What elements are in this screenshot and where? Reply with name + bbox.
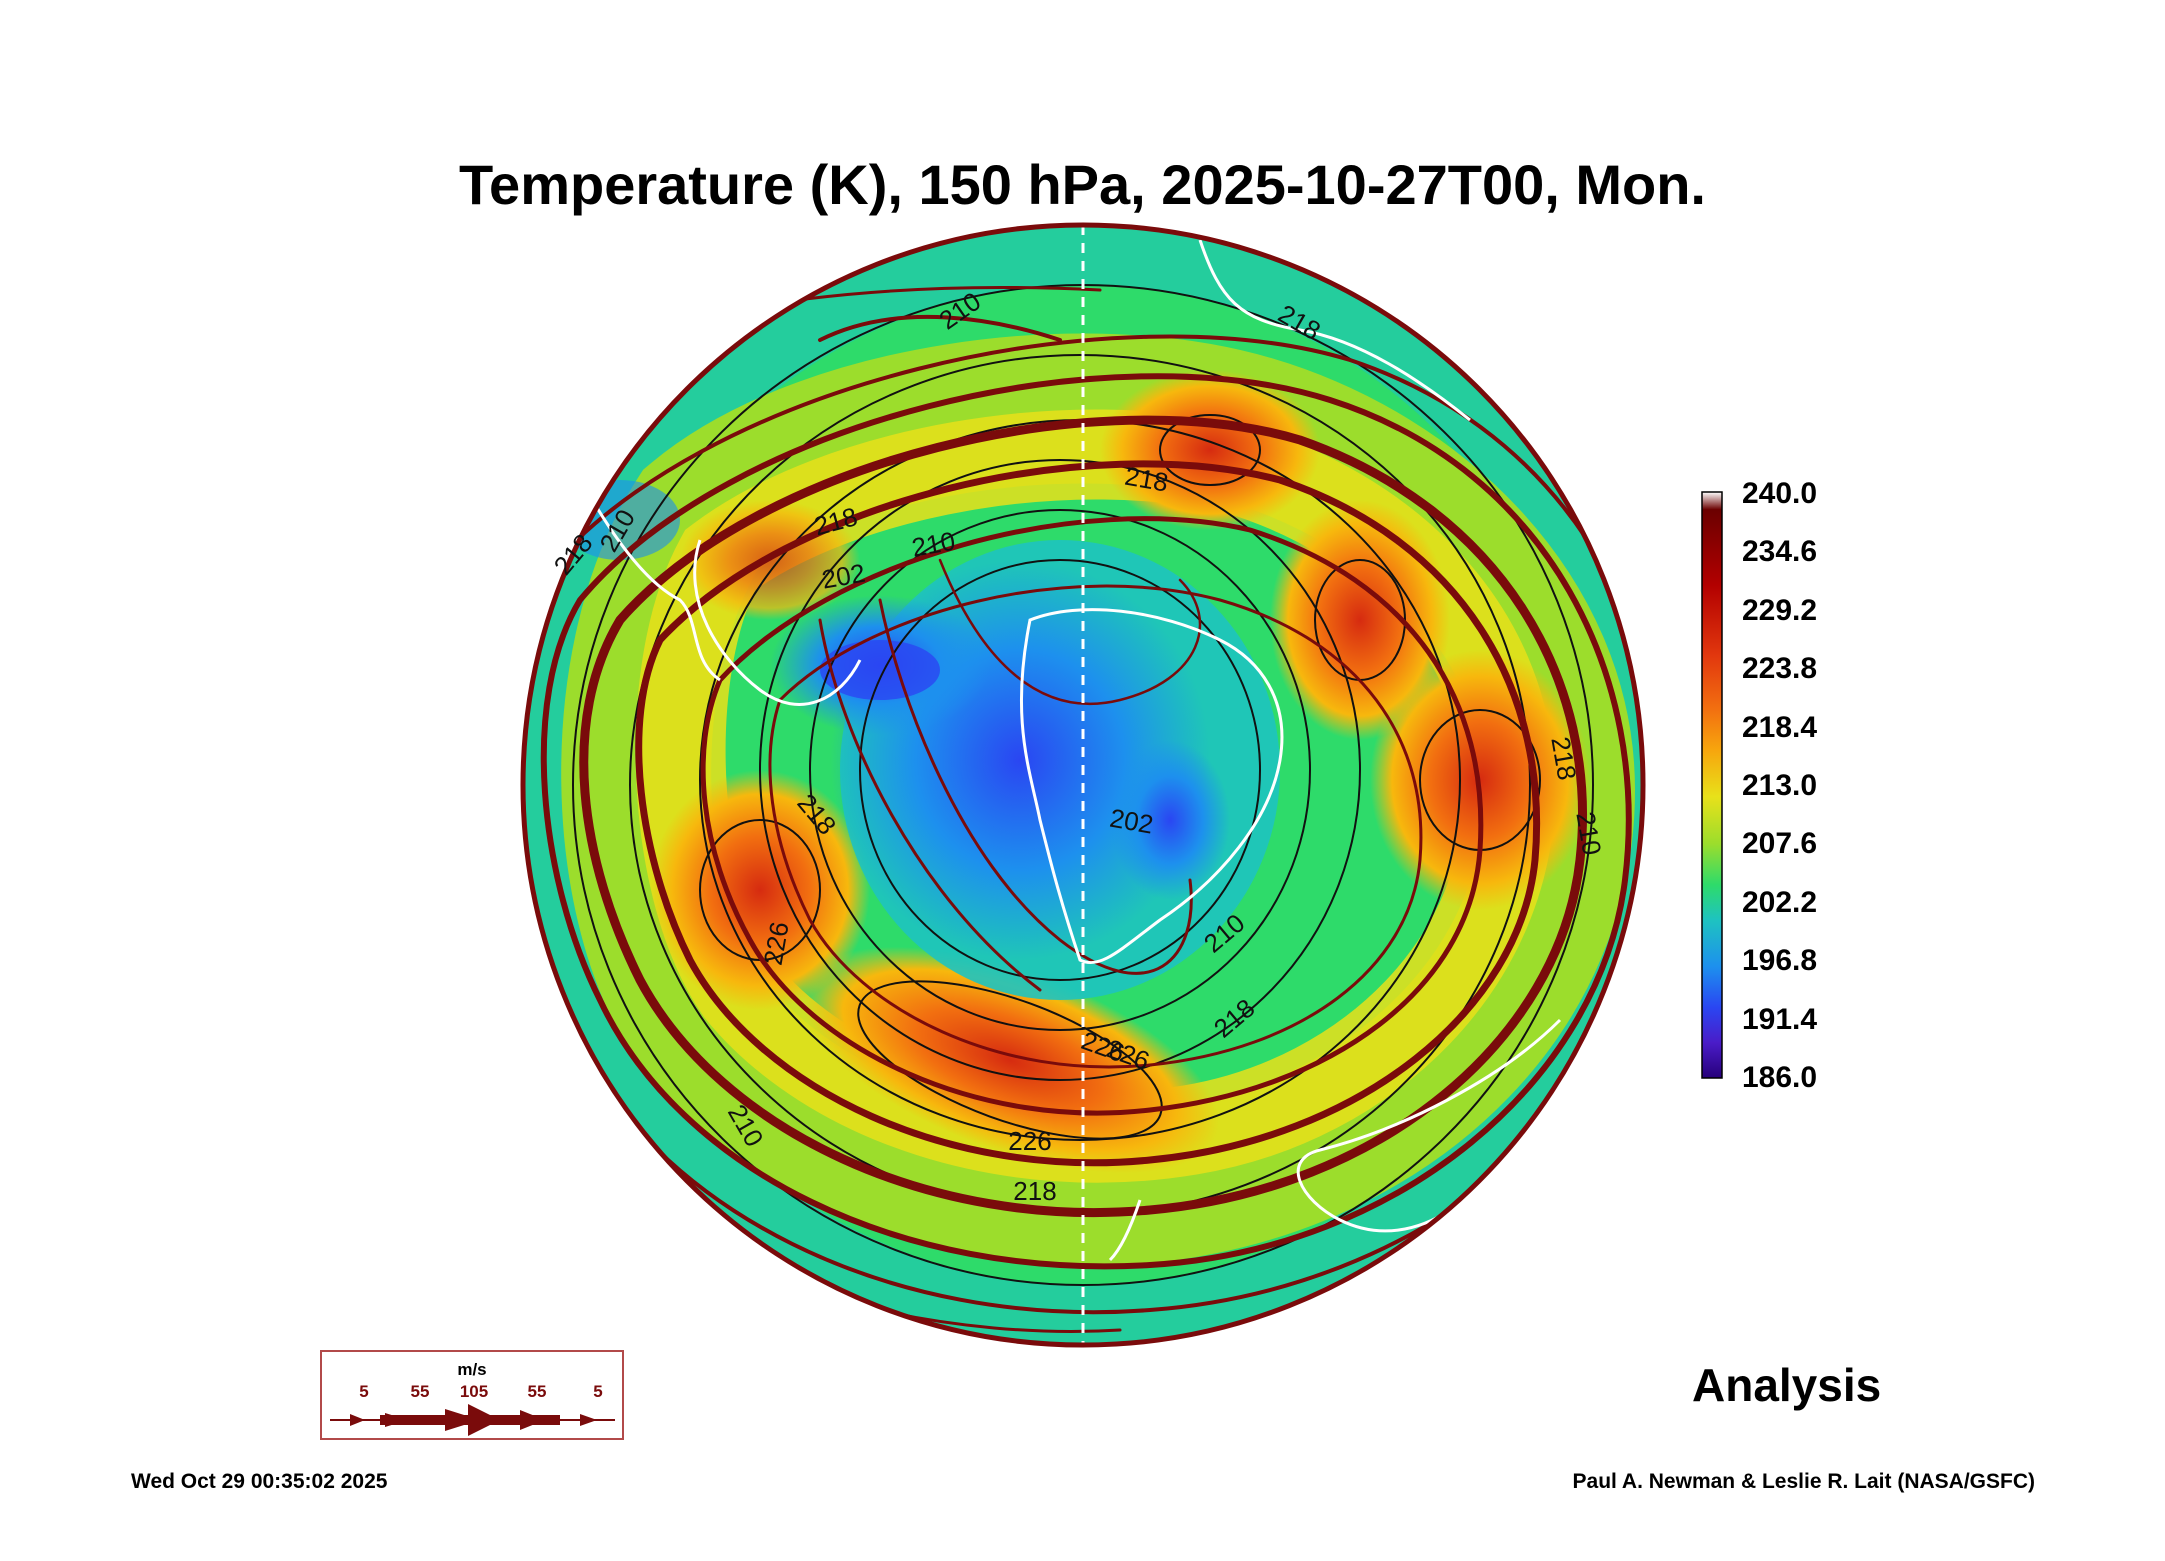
- coastlines: [558, 239, 1562, 1262]
- product-label: Analysis: [1692, 1359, 1882, 1411]
- colorbar-label: 196.8: [1742, 944, 1818, 978]
- contour-label: 210: [1570, 809, 1607, 857]
- temperature-field: [523, 225, 1643, 1345]
- colorbar-label: 213.0: [1742, 769, 1818, 802]
- colorbar-label: 186.0: [1742, 1061, 1818, 1094]
- colorbar-label: 223.8: [1742, 652, 1818, 686]
- credit: Paul A. Newman & Leslie R. Lait (NASA/GS…: [1572, 1470, 2035, 1493]
- contour-label: 210: [909, 526, 957, 563]
- colorbar-label: 229.2: [1742, 593, 1818, 627]
- colorbar-label: 234.6: [1742, 535, 1818, 569]
- contour-label: 226: [758, 919, 795, 967]
- wind-legend-unit: m/s: [457, 1360, 487, 1379]
- map-title: Temperature (K), 150 hPa, 2025-10-27T00,…: [459, 153, 1706, 216]
- wind-legend-value: 105: [459, 1382, 489, 1401]
- colorbar-label: 207.6: [1742, 827, 1818, 861]
- contour-label: 218: [1013, 1176, 1056, 1206]
- wind-legend-value: 55: [527, 1382, 547, 1401]
- colorbar-label: 218.4: [1742, 710, 1818, 744]
- colorbar: [1701, 491, 1723, 1079]
- contour-label: 218: [1123, 461, 1171, 498]
- wind-legend-glyph: [330, 1404, 615, 1436]
- contour-label: 218: [1545, 734, 1582, 782]
- wind-legend-value: 55: [410, 1382, 430, 1401]
- contour-label: 202: [1108, 803, 1156, 840]
- wind-legend: m/s 5 55 105 55 5: [320, 1350, 624, 1440]
- timestamp: Wed Oct 29 00:35:02 2025: [131, 1470, 388, 1493]
- contour-label: 202: [819, 558, 867, 595]
- map-rim: [520, 222, 1646, 1348]
- wind-legend-value: 5: [359, 1382, 369, 1401]
- colorbar-label: 202.2: [1742, 885, 1818, 919]
- contour-label: 226: [1008, 1126, 1051, 1156]
- colorbar-label: 191.4: [1742, 1002, 1818, 1036]
- wind-legend-value: 5: [593, 1382, 603, 1401]
- colorbar-label: 240.0: [1742, 477, 1818, 510]
